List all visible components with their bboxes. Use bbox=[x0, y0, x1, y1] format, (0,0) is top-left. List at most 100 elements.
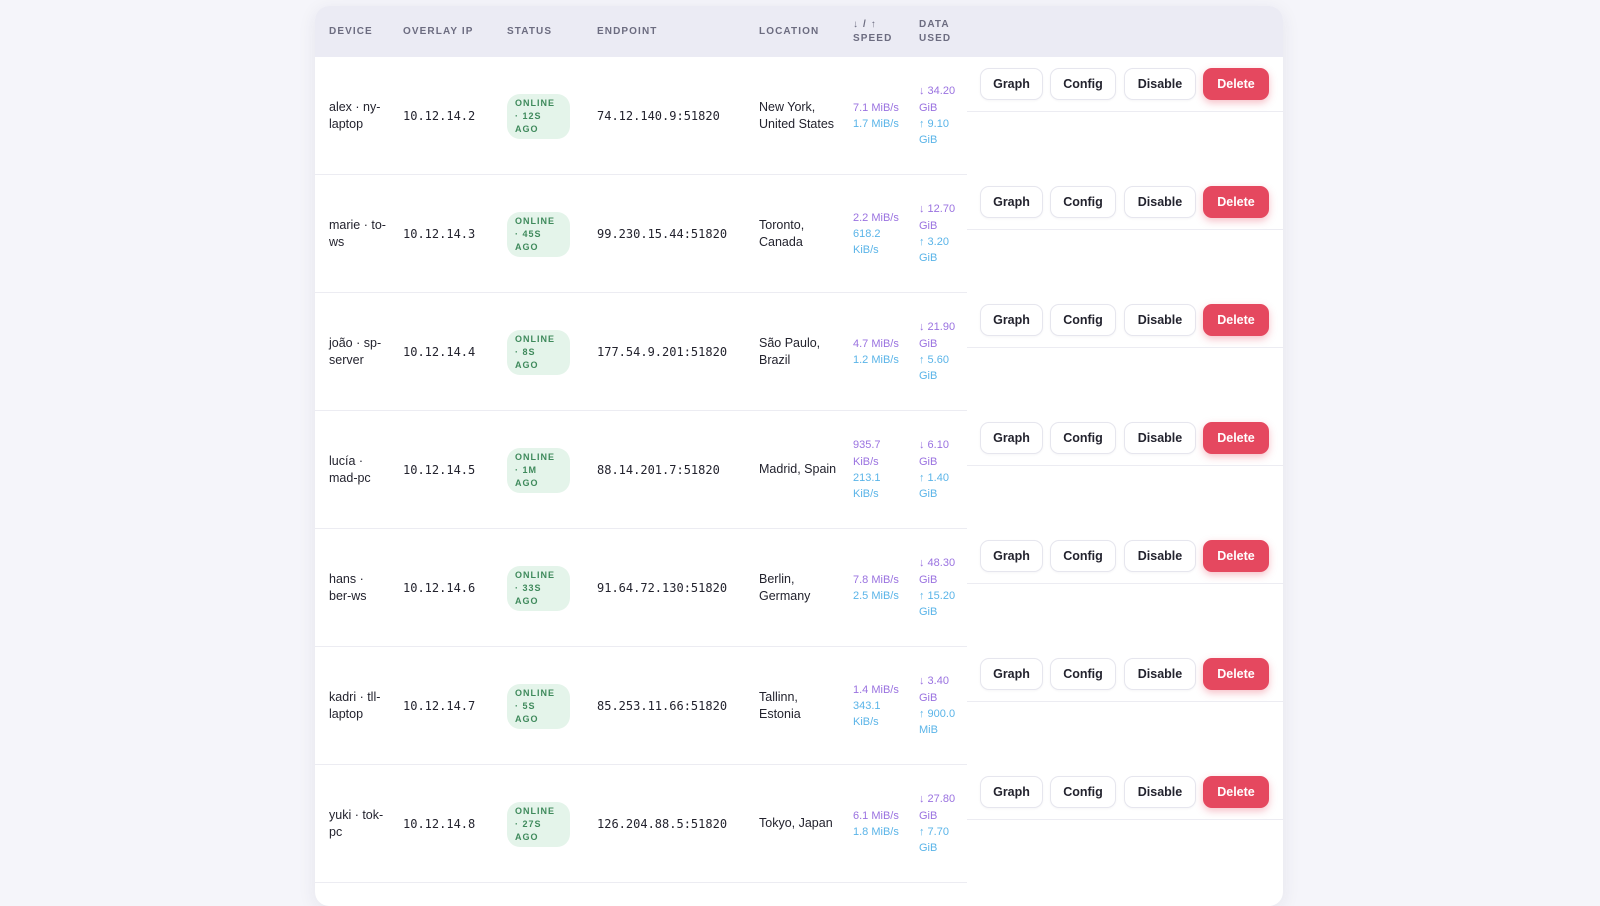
row-divider bbox=[315, 528, 967, 529]
speed-down: 1.4 MiB/s bbox=[853, 683, 899, 696]
delete-button[interactable]: Delete bbox=[1203, 304, 1269, 336]
graph-button[interactable]: Graph bbox=[980, 776, 1043, 808]
delete-button[interactable]: Delete bbox=[1203, 776, 1269, 808]
actions-divider bbox=[967, 701, 1283, 702]
header-device: DEVICE bbox=[329, 26, 373, 37]
graph-button[interactable]: Graph bbox=[980, 540, 1043, 572]
device-name: marie · to-ws bbox=[329, 217, 386, 250]
speed-down: 935.7 KiB/s bbox=[853, 439, 881, 468]
speed-up: 1.2 MiB/s bbox=[853, 354, 899, 366]
speed: 935.7 KiB/s 213.1 KiB/s bbox=[853, 437, 903, 502]
table-row: kadri · tll-laptop 10.12.14.7 ONLINE · 5… bbox=[315, 647, 1283, 765]
delete-button[interactable]: Delete bbox=[1203, 422, 1269, 454]
data-used: ↓ 21.90 GiB ↑ 5.60 GiB bbox=[919, 319, 959, 384]
header-speed-arrows: ↓ / ↑ bbox=[853, 19, 877, 30]
data-down: ↓ 48.30 GiB bbox=[919, 557, 956, 586]
row-divider bbox=[315, 882, 967, 883]
location: Berlin, Germany bbox=[759, 571, 811, 604]
header-data-label-2: USED bbox=[919, 33, 952, 44]
overlay-ip: 10.12.14.7 bbox=[403, 699, 476, 713]
speed-up: 1.7 MiB/s bbox=[853, 118, 899, 130]
graph-button[interactable]: Graph bbox=[980, 186, 1043, 218]
endpoint: 88.14.201.7:51820 bbox=[597, 463, 720, 477]
device-name: joão · sp-server bbox=[329, 335, 382, 368]
status-badge: ONLINE · 12S AGO bbox=[507, 93, 570, 139]
delete-button[interactable]: Delete bbox=[1203, 540, 1269, 572]
speed-down: 7.1 MiB/s bbox=[853, 101, 899, 114]
row-divider bbox=[315, 646, 967, 647]
config-button[interactable]: Config bbox=[1050, 422, 1116, 454]
data-up: ↑ 15.20 GiB bbox=[919, 590, 956, 619]
config-button[interactable]: Config bbox=[1050, 658, 1116, 690]
data-up: ↑ 7.70 GiB bbox=[919, 826, 949, 855]
speed-down: 4.7 MiB/s bbox=[853, 337, 899, 350]
table-row: yuki · tok-pc 10.12.14.8 ONLINE · 27S AG… bbox=[315, 765, 1283, 883]
config-button[interactable]: Config bbox=[1050, 540, 1116, 572]
data-down: ↓ 34.20 GiB bbox=[919, 85, 956, 114]
row-divider bbox=[315, 410, 967, 411]
disable-button[interactable]: Disable bbox=[1124, 658, 1196, 690]
header-endpoint: ENDPOINT bbox=[597, 26, 658, 37]
speed: 7.1 MiB/s 1.7 MiB/s bbox=[853, 100, 903, 133]
overlay-ip: 10.12.14.6 bbox=[403, 581, 476, 595]
delete-button[interactable]: Delete bbox=[1203, 658, 1269, 690]
overlay-ip: 10.12.14.5 bbox=[403, 463, 476, 477]
data-down: ↓ 12.70 GiB bbox=[919, 203, 956, 232]
delete-button[interactable]: Delete bbox=[1203, 186, 1269, 218]
disable-button[interactable]: Disable bbox=[1124, 68, 1196, 100]
data-used: ↓ 27.80 GiB ↑ 7.70 GiB bbox=[919, 791, 959, 856]
data-up: ↑ 9.10 GiB bbox=[919, 118, 949, 147]
location: Toronto, Canada bbox=[759, 217, 805, 250]
speed-up: 213.1 KiB/s bbox=[853, 472, 881, 501]
speed: 6.1 MiB/s 1.8 MiB/s bbox=[853, 808, 903, 841]
graph-button[interactable]: Graph bbox=[980, 68, 1043, 100]
header-data-label-1: DATA bbox=[919, 19, 950, 30]
endpoint: 177.54.9.201:51820 bbox=[597, 345, 728, 359]
data-up: ↑ 900.0 MiB bbox=[919, 708, 956, 737]
speed: 4.7 MiB/s 1.2 MiB/s bbox=[853, 336, 903, 369]
data-used: ↓ 3.40 GiB ↑ 900.0 MiB bbox=[919, 673, 959, 738]
disable-button[interactable]: Disable bbox=[1124, 776, 1196, 808]
device-name: hans · ber-ws bbox=[329, 571, 367, 604]
header-speed: ↓ / ↑ SPEED bbox=[853, 18, 892, 46]
endpoint: 74.12.140.9:51820 bbox=[597, 109, 720, 123]
disable-button[interactable]: Disable bbox=[1124, 540, 1196, 572]
data-up: ↑ 3.20 GiB bbox=[919, 236, 949, 265]
graph-button[interactable]: Graph bbox=[980, 658, 1043, 690]
device-name: lucía · mad-pc bbox=[329, 453, 371, 486]
speed-up: 2.5 MiB/s bbox=[853, 590, 899, 602]
data-down: ↓ 3.40 GiB bbox=[919, 675, 949, 704]
config-button[interactable]: Config bbox=[1050, 186, 1116, 218]
endpoint: 85.253.11.66:51820 bbox=[597, 699, 728, 713]
data-up: ↑ 1.40 GiB bbox=[919, 472, 949, 501]
delete-button[interactable]: Delete bbox=[1203, 68, 1269, 100]
speed: 2.2 MiB/s 618.2 KiB/s bbox=[853, 210, 903, 259]
graph-button[interactable]: Graph bbox=[980, 304, 1043, 336]
config-button[interactable]: Config bbox=[1050, 304, 1116, 336]
data-down: ↓ 21.90 GiB bbox=[919, 321, 956, 350]
actions-divider bbox=[967, 347, 1283, 348]
location: Madrid, Spain bbox=[759, 462, 837, 477]
location: Tallinn, Estonia bbox=[759, 689, 801, 722]
header-speed-label: SPEED bbox=[853, 33, 893, 44]
speed-down: 2.2 MiB/s bbox=[853, 211, 899, 224]
header-location: LOCATION bbox=[759, 26, 820, 37]
config-button[interactable]: Config bbox=[1050, 776, 1116, 808]
status-badge: ONLINE · 33S AGO bbox=[507, 565, 570, 611]
row-divider bbox=[315, 764, 967, 765]
row-divider bbox=[315, 174, 967, 175]
device-name: alex · ny-laptop bbox=[329, 99, 381, 132]
speed-up: 1.8 MiB/s bbox=[853, 826, 899, 838]
disable-button[interactable]: Disable bbox=[1124, 422, 1196, 454]
graph-button[interactable]: Graph bbox=[980, 422, 1043, 454]
disable-button[interactable]: Disable bbox=[1124, 186, 1196, 218]
table-row: lucía · mad-pc 10.12.14.5 ONLINE · 1M AG… bbox=[315, 411, 1283, 529]
status-badge: ONLINE · 8S AGO bbox=[507, 329, 570, 375]
disable-button[interactable]: Disable bbox=[1124, 304, 1196, 336]
speed-up: 343.1 KiB/s bbox=[853, 699, 881, 729]
data-used: ↓ 48.30 GiB ↑ 15.20 GiB bbox=[919, 555, 959, 620]
device-name: yuki · tok-pc bbox=[329, 807, 384, 840]
config-button[interactable]: Config bbox=[1050, 68, 1116, 100]
data-used: ↓ 6.10 GiB ↑ 1.40 GiB bbox=[919, 437, 959, 502]
status-badge: ONLINE · 5S AGO bbox=[507, 683, 570, 729]
